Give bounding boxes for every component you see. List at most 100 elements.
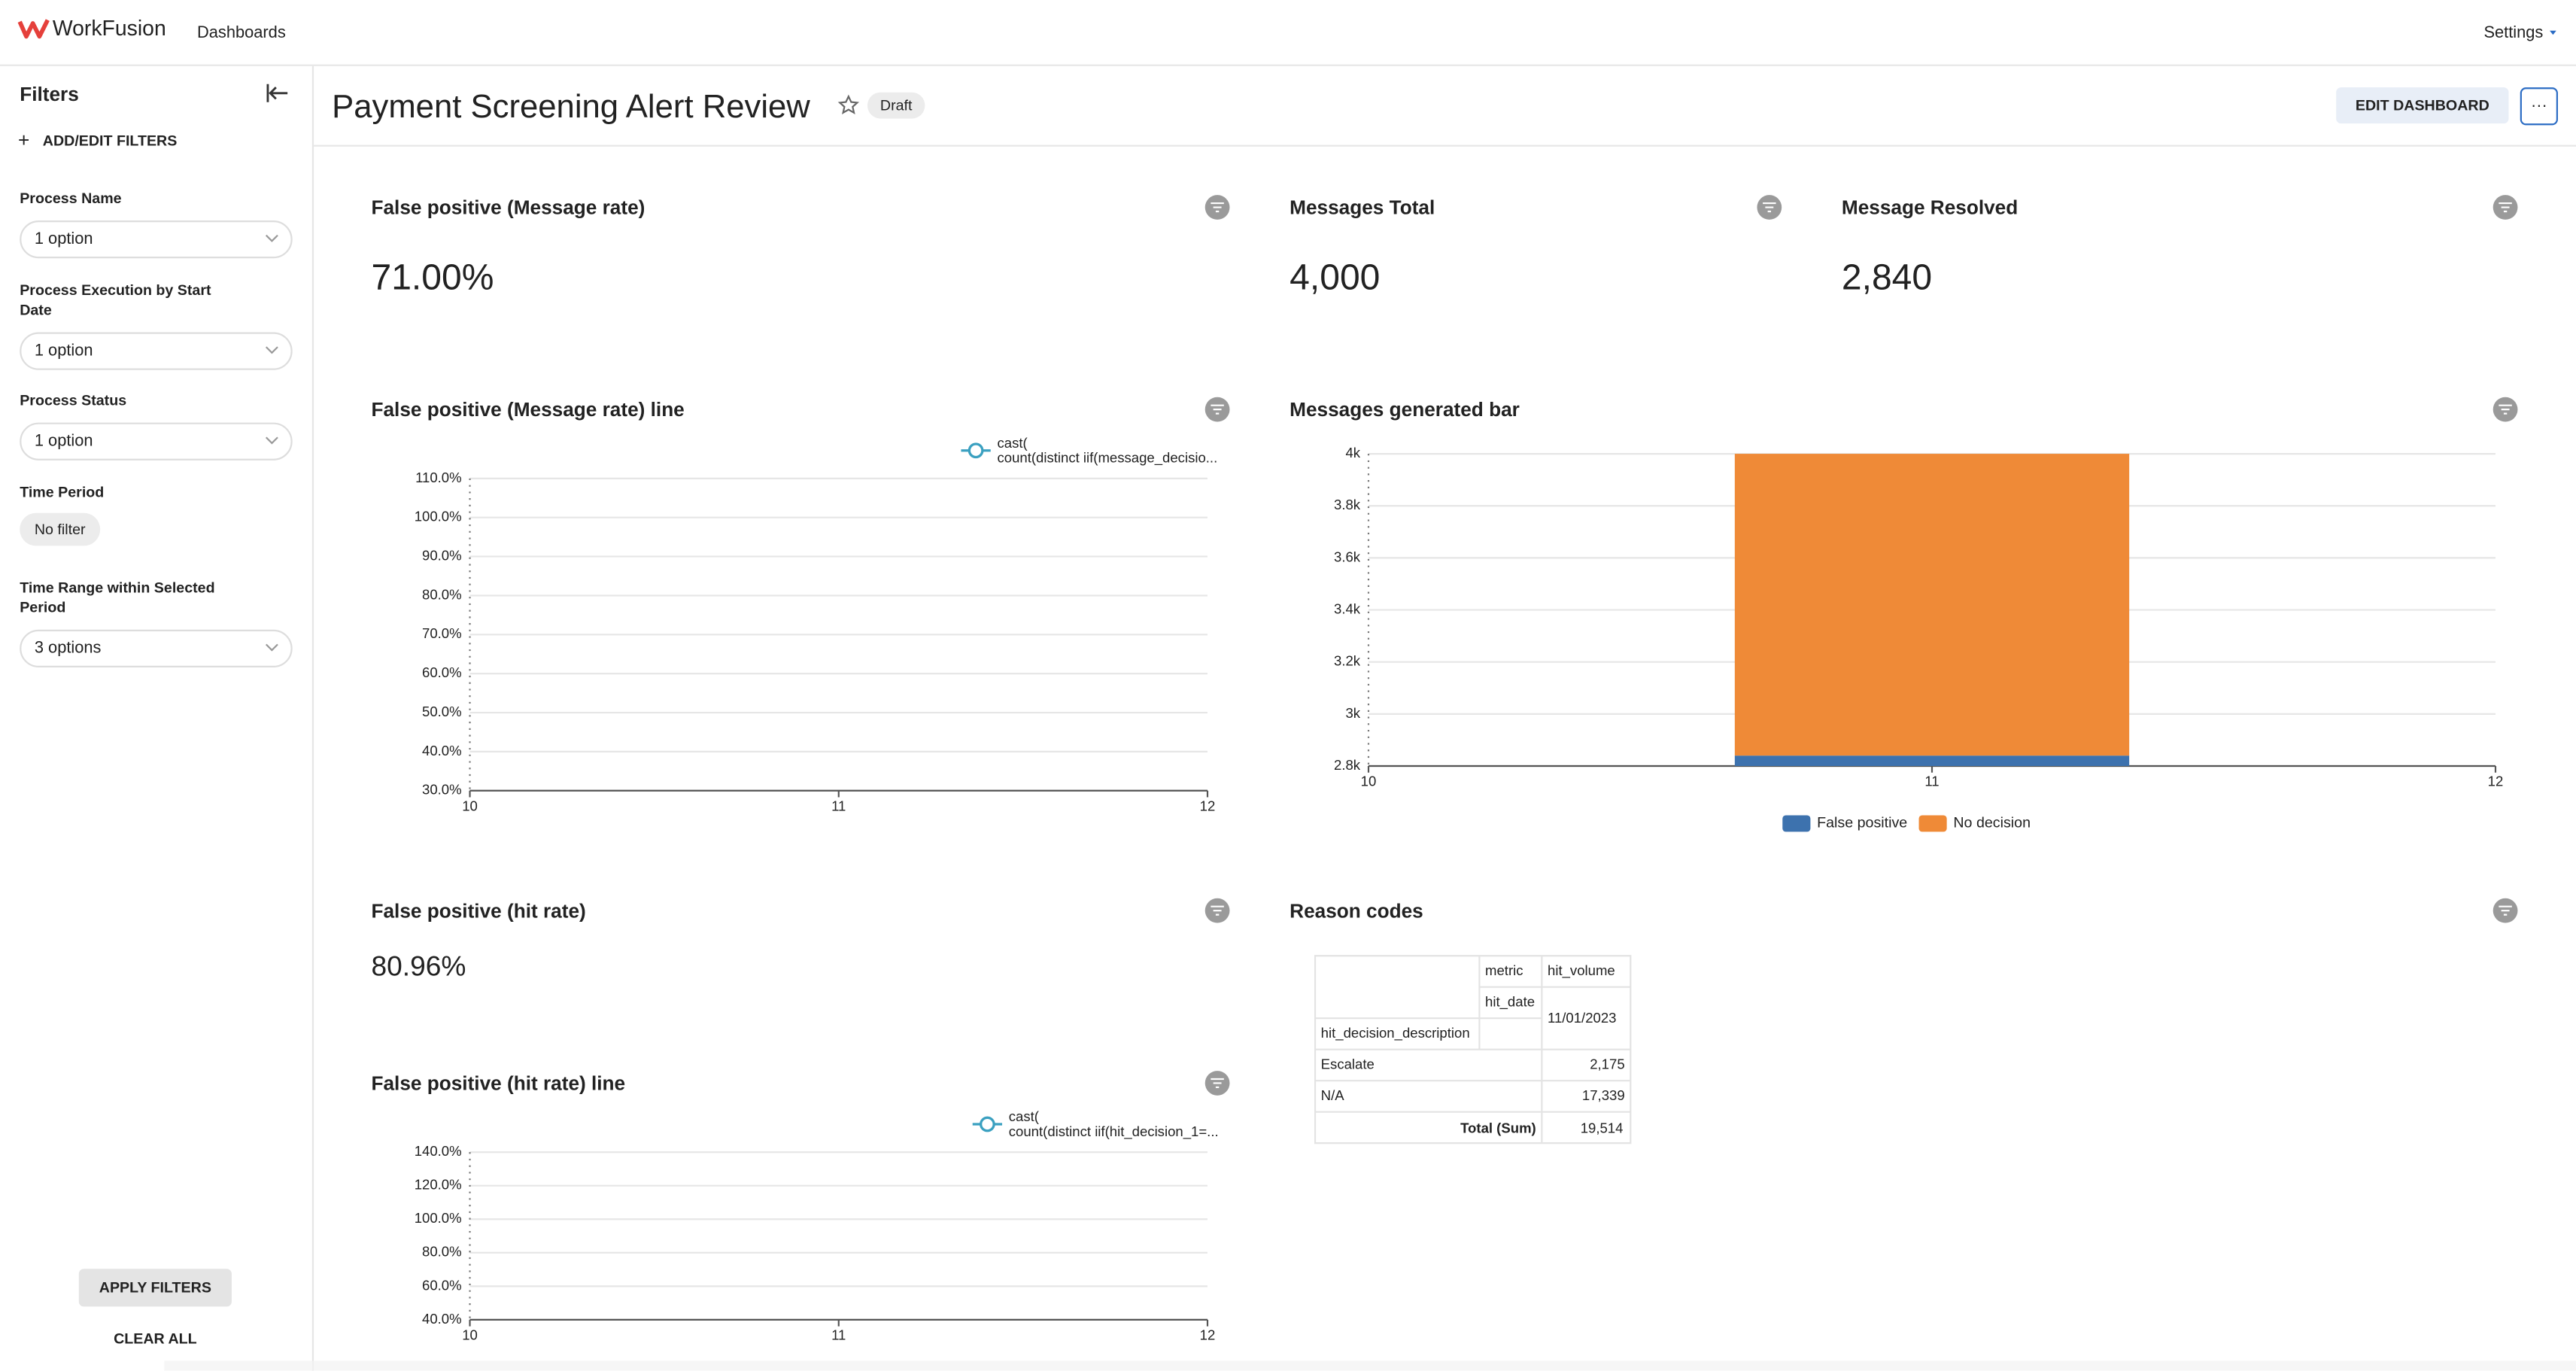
- filter-select[interactable]: [20, 220, 293, 259]
- more-button[interactable]: [2520, 87, 2558, 126]
- y-tick-label: 70.0%: [422, 625, 462, 641]
- filter-select[interactable]: [20, 332, 293, 370]
- kpi-value: 2,840: [1842, 257, 1932, 297]
- y-tick-label: 60.0%: [422, 664, 462, 680]
- apply-label: APPLY FILTERS: [99, 1280, 211, 1297]
- star-icon[interactable]: [837, 94, 860, 114]
- table-row-header: hit_decision_description: [1321, 1025, 1470, 1041]
- chart-title: Messages generated bar: [1290, 398, 1520, 421]
- table-value: 19,514: [1581, 1120, 1624, 1135]
- x-tick-label: 12: [1200, 1327, 1216, 1343]
- y-tick-label: 100.0%: [415, 1210, 462, 1226]
- chevron: [265, 436, 278, 445]
- plus-icon: +: [18, 129, 29, 151]
- y-tick-label: 2.8k: [1334, 757, 1361, 773]
- filter-value: 1 option: [35, 229, 93, 248]
- y-tick-label: 110.0%: [415, 470, 462, 485]
- y-tick-label: 3.6k: [1334, 549, 1361, 564]
- card-menu-lines: [1211, 905, 1224, 916]
- legend-label: count(distinct iif(message_decisio...: [997, 450, 1217, 467]
- kpi-value: 4,000: [1290, 257, 1380, 297]
- kpi-title: Message Resolved: [1842, 196, 2018, 219]
- kpi-value: 71.00%: [372, 257, 494, 297]
- legend-marker: [980, 1116, 995, 1132]
- kpi-value: 80.96%: [372, 950, 466, 981]
- legend-label: False positive: [1817, 815, 1907, 831]
- kpi-title: False positive (hit rate): [372, 899, 586, 922]
- y-tick-label: 4k: [1345, 445, 1360, 461]
- x-tick-label: 12: [1200, 798, 1216, 813]
- more-label: ···: [2531, 96, 2547, 114]
- filter-chip[interactable]: [20, 512, 101, 546]
- table-value: 17,339: [1582, 1087, 1625, 1103]
- filter-select[interactable]: [20, 629, 293, 667]
- add-filters[interactable]: ADD/EDIT FILTERS: [43, 132, 178, 149]
- collapse-icon[interactable]: [266, 84, 288, 102]
- bar-segment: [1734, 454, 2130, 756]
- table-title: Reason codes: [1290, 899, 1423, 922]
- y-tick-label: 140.0%: [415, 1143, 462, 1159]
- table-value: 2,175: [1590, 1056, 1624, 1072]
- card-menu-lines: [2499, 202, 2512, 213]
- settings-menu[interactable]: Settings: [2483, 23, 2543, 41]
- caret: [2550, 30, 2556, 35]
- card-menu-lines: [2499, 905, 2512, 916]
- y-tick-label: 3.4k: [1334, 600, 1361, 616]
- legend-label: cast(: [1009, 1108, 1040, 1124]
- filter-label: Time Period: [20, 485, 104, 501]
- filter-label: Period: [20, 600, 65, 616]
- table-header: metric: [1485, 962, 1523, 978]
- chevron: [265, 643, 278, 652]
- y-tick-label: 50.0%: [422, 704, 462, 719]
- dashboard-content: False positive (Message rate) 71.00% Messa…: [372, 195, 2518, 1343]
- card-menu-lines: [1763, 202, 1776, 213]
- filter-label: Process Name: [20, 190, 121, 207]
- y-tick-label: 40.0%: [422, 743, 462, 758]
- table-header: hit_date: [1485, 993, 1535, 1010]
- kpi-title: Messages Total: [1290, 196, 1435, 219]
- filter-select[interactable]: [20, 422, 293, 461]
- x-tick-label: 11: [831, 1327, 846, 1343]
- legend-label: cast(: [997, 435, 1028, 451]
- y-tick-label: 100.0%: [415, 509, 462, 524]
- filter-label: Date: [20, 302, 52, 318]
- y-tick-label: 30.0%: [422, 782, 462, 798]
- filter-value: No filter: [35, 521, 86, 538]
- legend-label: count(distinct iif(hit_decision_1=...: [1009, 1123, 1219, 1140]
- logo: WorkFusion: [53, 17, 166, 41]
- filter-value: 1 option: [35, 430, 93, 449]
- chart-title: False positive (Message rate) line: [372, 398, 685, 421]
- filter-label: Time Range within Selected: [20, 579, 214, 596]
- card-menu-lines: [1211, 202, 1224, 213]
- apply-button[interactable]: [78, 1269, 232, 1307]
- bar-segment: [1734, 755, 2130, 766]
- badge-label: Draft: [880, 97, 913, 114]
- nav-link[interactable]: Dashboards: [197, 23, 286, 41]
- sidebar-title: Filters: [20, 83, 79, 105]
- y-tick-label: 3.8k: [1334, 497, 1361, 512]
- edit-button[interactable]: [2336, 87, 2509, 124]
- y-tick-label: 40.0%: [422, 1311, 462, 1327]
- y-tick-label: 80.0%: [422, 586, 462, 602]
- card-menu-lines: [1211, 1078, 1224, 1089]
- chevron: [265, 234, 278, 242]
- edit-label: EDIT DASHBOARD: [2356, 97, 2489, 114]
- clear-all[interactable]: CLEAR ALL: [114, 1330, 197, 1347]
- y-tick-label: 80.0%: [422, 1244, 462, 1260]
- filter-label: Process Status: [20, 392, 126, 409]
- table-header: 11/01/2023: [1548, 1010, 1616, 1026]
- card-menu-lines: [2499, 404, 2512, 415]
- logo-mark: [17, 19, 50, 39]
- y-tick-label: 120.0%: [415, 1177, 462, 1193]
- y-tick-label: 3.2k: [1334, 653, 1361, 669]
- dashboard-title: Payment Screening Alert Review: [332, 88, 810, 125]
- filter-value: 3 options: [35, 638, 102, 657]
- chevron: [265, 346, 278, 354]
- x-tick-label: 10: [462, 1327, 478, 1343]
- table-cell: Total (Sum): [1460, 1120, 1536, 1135]
- y-tick-label: 3k: [1345, 705, 1360, 721]
- legend-swatch: [1782, 815, 1811, 832]
- chart-title: False positive (hit rate) line: [372, 1072, 626, 1095]
